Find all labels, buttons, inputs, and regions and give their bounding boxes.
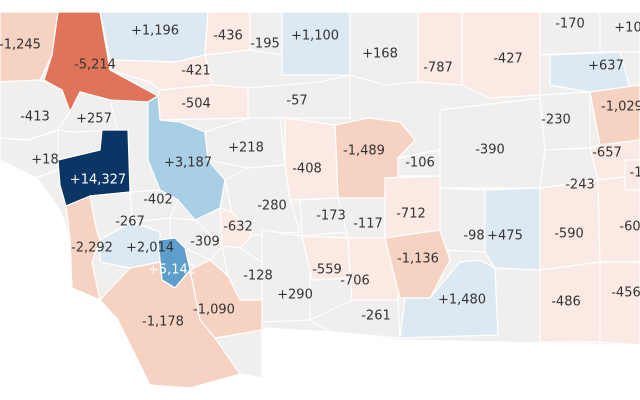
county-change-label: -1: [630, 166, 640, 181]
county-region: [624, 159, 640, 191]
county-change-label: +218: [228, 141, 264, 156]
county-region: [219, 207, 253, 249]
county-change-label: -243: [565, 178, 595, 193]
county-region: [384, 229, 451, 299]
county-change-label: +1,196: [131, 24, 179, 39]
county-change-label: -421: [181, 64, 211, 79]
county-change-label: -2,292: [71, 241, 113, 256]
county-change-label: +1,100: [291, 29, 339, 44]
county-change-label: +3,187: [164, 156, 212, 171]
county-change-label: +5,142: [148, 263, 196, 278]
county-change-label: +168: [362, 47, 398, 62]
county-change-label: +1,480: [438, 293, 486, 308]
county-region: [284, 117, 339, 201]
county-region: [309, 299, 401, 339]
county-change-label: -1,136: [397, 252, 439, 267]
county-region: [349, 11, 419, 86]
county-change-label: -280: [257, 199, 287, 214]
county-change-label: +14,327: [70, 173, 126, 188]
county-change-label: -413: [20, 110, 50, 125]
county-change-label: -559: [312, 263, 342, 278]
county-change-label: +2,014: [126, 241, 174, 256]
county-change-label: -267: [115, 215, 145, 230]
county-region: [484, 187, 541, 271]
county-region: [539, 179, 601, 271]
county-change-label: -1,029: [601, 100, 640, 115]
county-change-label: -787: [423, 61, 453, 76]
county-region: [0, 129, 59, 179]
county-region: [599, 11, 640, 53]
county-change-label: -427: [493, 52, 523, 67]
county-change-label: -117: [353, 217, 383, 232]
county-change-label: +257: [76, 112, 112, 127]
county-change-label: +637: [588, 59, 624, 74]
county-change-label: -657: [592, 146, 622, 161]
county-change-label: -173: [316, 209, 346, 224]
county-change-label: -504: [181, 97, 211, 112]
county-change-label: -1,245: [0, 38, 41, 53]
county-change-label: -486: [551, 295, 581, 310]
county-region: [599, 261, 640, 346]
county-change-label: -1,090: [193, 303, 235, 318]
county-change-label: -390: [475, 143, 505, 158]
county-change-label: -1,489: [343, 144, 385, 159]
county-change-label: -57: [286, 94, 307, 109]
county-change-label: -706: [340, 274, 370, 289]
county-change-label: -1,178: [142, 315, 184, 330]
county-change-label: -590: [554, 227, 584, 242]
county-change-label: -261: [361, 309, 391, 324]
county-region: [65, 195, 101, 301]
county-change-label: -106: [405, 156, 435, 171]
county-change-label: -456: [611, 286, 640, 301]
county-region: [99, 261, 241, 389]
county-change-label: -436: [213, 29, 243, 44]
county-change-label: +475: [487, 229, 523, 244]
county-region: [461, 11, 541, 99]
county-change-label: -402: [143, 193, 173, 208]
county-region: [399, 259, 499, 339]
county-change-label: -408: [292, 162, 322, 177]
county-change-label: -195: [250, 37, 280, 52]
county-region: [0, 11, 59, 83]
county-change-label: -309: [190, 235, 220, 250]
county-change-label: +18: [31, 153, 58, 168]
county-change-label: +10: [614, 21, 640, 36]
county-change-label: +290: [277, 288, 313, 303]
county-region: [281, 11, 351, 76]
county-change-label: -98: [463, 229, 484, 244]
county-region: [589, 84, 640, 146]
county-change-label: -632: [223, 220, 253, 235]
county-change-label: -170: [555, 17, 585, 32]
county-change-label: -128: [243, 269, 273, 284]
county-change-label: -5,214: [74, 58, 116, 73]
county-change-label: -230: [541, 113, 571, 128]
county-change-label: -60: [619, 220, 640, 235]
county-region: [247, 74, 351, 119]
county-change-label: -712: [396, 207, 426, 222]
